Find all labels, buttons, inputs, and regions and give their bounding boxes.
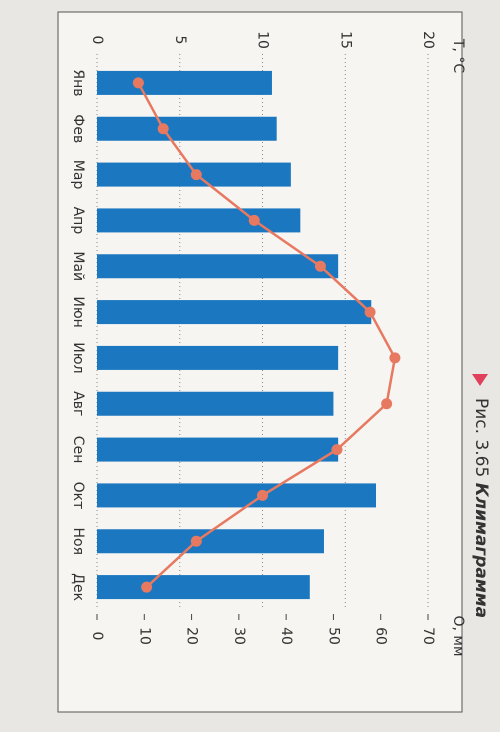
y2-tick-label: 70 xyxy=(420,627,436,645)
bar xyxy=(97,116,277,141)
bar xyxy=(97,437,339,462)
y-tick-label: 20 xyxy=(420,31,436,49)
y2-tick-label: 60 xyxy=(373,627,389,645)
x-tick-label: Окт xyxy=(70,482,86,510)
y-axis-label: T, °C xyxy=(450,38,466,73)
x-tick-label: Сен xyxy=(70,436,86,464)
bar xyxy=(97,300,372,325)
y-tick-label: 10 xyxy=(255,31,271,49)
line-point xyxy=(331,444,343,456)
line-point xyxy=(257,489,268,501)
y-tick-label: 15 xyxy=(337,31,353,49)
figure-label: Рис. 3.65 xyxy=(471,398,491,477)
y2-axis-label: O, мм xyxy=(450,615,466,656)
bar xyxy=(97,575,310,600)
line-point xyxy=(364,306,376,318)
line-point xyxy=(248,214,260,226)
figure-title: Климаграмма xyxy=(471,483,491,618)
figure-caption: Рис. 3.65 Климаграмма xyxy=(471,398,491,618)
bar xyxy=(97,70,272,95)
line-point xyxy=(190,535,202,547)
line-point xyxy=(157,123,169,135)
line-point xyxy=(389,352,401,364)
line-point xyxy=(190,169,202,181)
line-point xyxy=(314,260,326,272)
bar xyxy=(97,529,324,554)
x-tick-label: Ноя xyxy=(70,527,86,555)
line xyxy=(137,82,397,589)
line-point xyxy=(381,398,393,410)
x-tick-label: Май xyxy=(70,251,86,281)
caption-icon xyxy=(472,374,488,386)
bar xyxy=(97,345,339,370)
y2-tick-label: 20 xyxy=(184,627,200,645)
y-tick-label: 0 xyxy=(89,36,105,45)
x-tick-label: Мар xyxy=(70,160,86,190)
bar xyxy=(97,391,334,416)
y2-tick-label: 40 xyxy=(278,627,294,645)
line-point xyxy=(141,581,153,593)
x-tick-label: Авг xyxy=(70,391,86,416)
y2-tick-label: 0 xyxy=(89,632,105,641)
bar xyxy=(97,254,339,279)
bar xyxy=(97,483,376,508)
line-point xyxy=(132,77,144,89)
x-tick-label: Июл xyxy=(70,342,86,373)
y2-tick-label: 50 xyxy=(325,627,341,645)
x-tick-label: Янв xyxy=(70,69,86,96)
y-tick-label: 5 xyxy=(172,36,188,45)
y2-tick-label: 30 xyxy=(231,627,247,645)
x-tick-label: Апр xyxy=(70,207,86,235)
x-tick-label: Июн xyxy=(70,296,86,327)
y2-tick-label: 10 xyxy=(136,627,152,645)
bar xyxy=(97,208,301,233)
x-tick-label: Фев xyxy=(70,114,86,143)
x-tick-label: Дек xyxy=(70,573,86,601)
